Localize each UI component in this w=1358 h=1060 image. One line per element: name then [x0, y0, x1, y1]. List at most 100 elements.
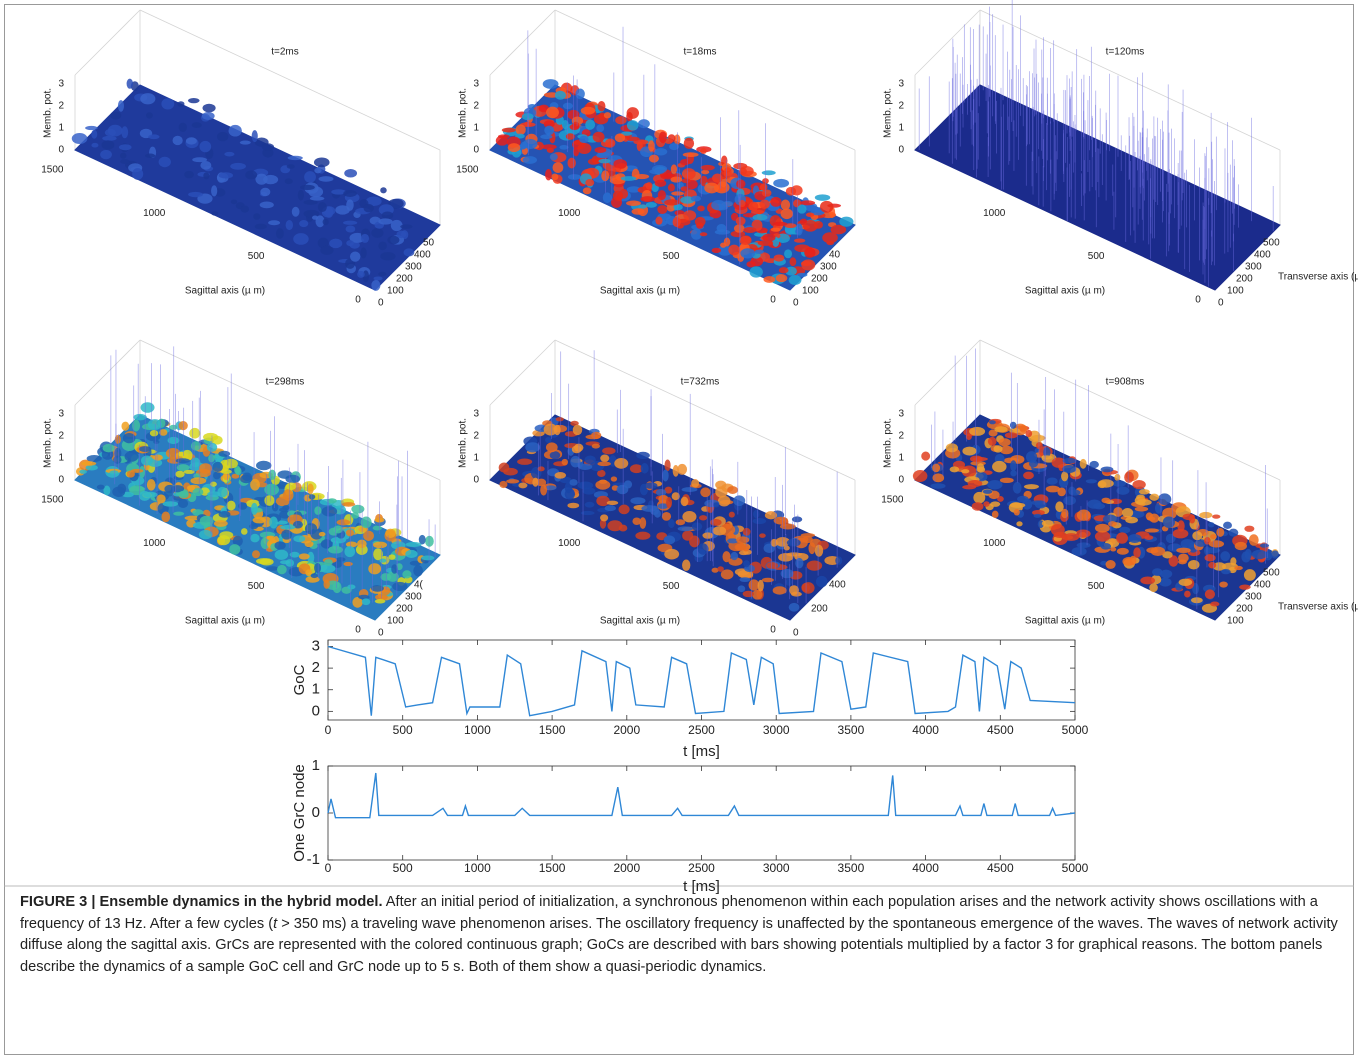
surface-bump: [499, 480, 508, 489]
surface-bump: [1134, 506, 1149, 512]
sagittal-tick-label: 1500: [456, 164, 479, 175]
surface-bump: [757, 579, 764, 592]
surface-bump: [945, 443, 958, 453]
sagittal-tick-label: 500: [663, 581, 680, 592]
surface-bump: [580, 510, 595, 516]
surface-bump: [801, 582, 815, 594]
surface-bump: [1114, 473, 1121, 481]
surface-bump: [804, 247, 816, 258]
surface-bump: [1244, 548, 1252, 560]
box-edge: [74, 339, 141, 406]
surface-bump: [162, 501, 179, 507]
surface-bump: [762, 233, 776, 242]
surface-bump: [739, 235, 752, 246]
surface-bump: [1243, 569, 1256, 581]
panel-title: t=298ms: [266, 377, 305, 388]
sagittal-tick-label: 0: [770, 625, 776, 636]
surface-bump: [668, 519, 675, 529]
x-tick-label: 5000: [1062, 723, 1089, 737]
surface-bump: [317, 237, 329, 249]
transverse-tick-label: 300: [405, 592, 422, 603]
surface-bump: [192, 487, 204, 497]
surface-bump: [912, 470, 928, 482]
surface-bump: [358, 594, 370, 600]
z-tick-label: 2: [898, 101, 904, 112]
surface-bump: [626, 200, 642, 206]
surface-bump: [1146, 516, 1156, 521]
surface-bump: [976, 466, 986, 473]
surface-bump: [409, 560, 422, 566]
surface-bump: [365, 196, 382, 207]
surface-bump: [759, 533, 766, 538]
surface-bump: [567, 502, 580, 509]
surface-bump: [749, 266, 763, 278]
surface-bump: [318, 176, 334, 182]
surface-bump: [1192, 583, 1200, 595]
surface-bump: [618, 524, 628, 532]
surface-bump: [930, 483, 946, 489]
surface-bump: [594, 146, 607, 154]
surface-bump: [713, 502, 720, 508]
x-tick-label: 5000: [1062, 861, 1089, 875]
surface-bump: [1116, 532, 1128, 544]
surface-bump: [596, 124, 605, 133]
surface-bump: [309, 196, 325, 201]
x-tick-label: 2500: [688, 723, 715, 737]
surface-bump: [575, 88, 585, 100]
surface-bump: [1043, 446, 1051, 458]
surface-bump: [161, 511, 171, 523]
transverse-tick-label: 200: [1236, 274, 1253, 285]
surface-bump: [597, 100, 606, 112]
z-axis-label: Memb. pot.: [458, 88, 469, 138]
surface-bump: [670, 164, 678, 175]
surface-bump: [344, 169, 358, 178]
surface-bump: [1009, 502, 1026, 508]
surface-bump: [639, 517, 647, 529]
surface-bump: [602, 192, 612, 204]
surface-bump: [1041, 519, 1054, 527]
surface-bump: [323, 579, 330, 589]
caption-text: After an initial period of initializatio…: [20, 894, 1318, 932]
transverse-tick-label: 200: [396, 604, 413, 615]
surface-bump: [1055, 501, 1064, 513]
surface-bump: [336, 519, 351, 526]
sagittal-tick-label: 1000: [558, 208, 581, 219]
surface-bump: [161, 98, 175, 110]
surface-bump: [280, 524, 296, 530]
surface-bump: [186, 485, 196, 491]
surface-bump: [1132, 480, 1146, 490]
surface-bump: [839, 216, 854, 227]
surface-bump: [1116, 486, 1130, 495]
surface-bump: [761, 577, 774, 583]
surface-bump: [540, 484, 548, 496]
surface-bump: [345, 541, 358, 548]
surface-bump: [746, 261, 756, 268]
surface-bump: [591, 431, 602, 440]
surface-bump: [372, 525, 383, 531]
surface-bump: [222, 472, 230, 481]
surface-bump: [541, 144, 557, 150]
surface-bump: [495, 135, 509, 146]
sagittal-tick-label: 0: [770, 295, 776, 306]
surface-bump: [788, 602, 800, 612]
surface-bump: [371, 279, 381, 291]
x-tick-label: 1500: [539, 723, 566, 737]
y-axis-label: One GrC node: [291, 764, 308, 862]
surface-bump: [973, 491, 986, 504]
surface-bump: [525, 442, 541, 453]
surface-bump: [813, 221, 823, 229]
surface-bump: [1210, 534, 1217, 540]
surface-bump: [1023, 484, 1039, 490]
surface-bump: [360, 516, 372, 529]
surface-bump: [305, 569, 313, 577]
surface-bump: [120, 159, 130, 164]
surface-bump: [636, 451, 650, 460]
plot-frame: [327, 765, 1076, 861]
surface-bump: [632, 517, 641, 525]
surface-bump: [582, 487, 596, 495]
surface-bump: [213, 520, 228, 527]
surface-bump: [597, 469, 606, 478]
surface-bump: [1094, 531, 1111, 542]
surface-bump: [167, 436, 180, 445]
